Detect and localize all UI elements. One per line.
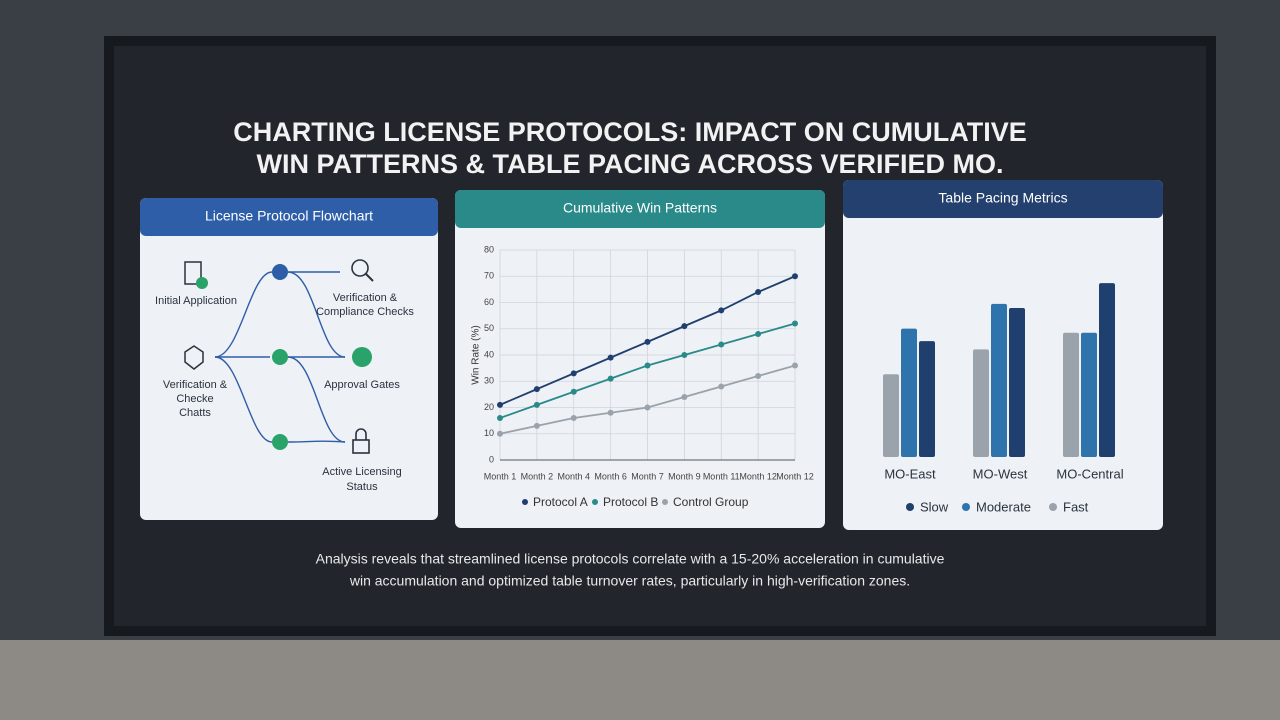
- legend-marker: [522, 499, 528, 505]
- y-axis-label: Win Rate (%): [471, 325, 482, 384]
- y-tick-label: 0: [489, 454, 494, 464]
- legend-label: Control Group: [673, 495, 749, 509]
- point: [644, 404, 651, 411]
- point: [792, 320, 798, 327]
- legend-marker: [662, 499, 668, 505]
- y-tick-label: 50: [484, 323, 494, 333]
- point: [718, 341, 725, 348]
- bar: [991, 303, 1007, 457]
- point: [755, 331, 762, 337]
- y-tick-label: 10: [484, 428, 494, 438]
- flow-node-label: Verification &: [333, 292, 398, 304]
- flow-node-label: Approval Gates: [324, 379, 400, 391]
- flow-node-label: Initial Application: [155, 295, 237, 307]
- point: [607, 375, 614, 382]
- flow-node-label: Status: [346, 481, 378, 493]
- y-tick-label: 40: [484, 349, 494, 359]
- legend-marker: [1049, 503, 1057, 511]
- point: [497, 430, 503, 437]
- panel-title: Table Pacing Metrics: [938, 190, 1067, 206]
- point: [607, 409, 614, 416]
- panel-header: [140, 198, 438, 236]
- point: [497, 415, 503, 421]
- flow-node-label: Compliance Checks: [316, 306, 414, 318]
- x-tick-label: Month 12: [739, 471, 777, 481]
- title-line: CHARTING LICENSE PROTOCOLS: IMPACT ON CU…: [233, 117, 1027, 147]
- y-tick-label: 60: [484, 297, 494, 307]
- panel-title: License Protocol Flowchart: [205, 208, 373, 224]
- legend-label: Slow: [920, 499, 949, 514]
- flow-node-label: Verification &: [163, 379, 228, 391]
- caption-line: win accumulation and optimized table tur…: [349, 573, 910, 589]
- x-tick-label: Month 4: [557, 471, 590, 481]
- y-tick-label: 80: [484, 244, 494, 254]
- panel-title: Cumulative Win Patterns: [563, 200, 717, 216]
- point: [533, 422, 540, 429]
- point: [755, 373, 762, 379]
- point: [570, 370, 577, 377]
- legend-marker: [906, 503, 914, 511]
- x-tick-label: MO-Central: [1056, 466, 1123, 481]
- bar: [1099, 283, 1115, 457]
- x-tick-label: Month 9: [668, 471, 701, 481]
- point: [607, 354, 614, 361]
- bar: [1063, 332, 1079, 457]
- legend-label: Moderate: [976, 499, 1031, 514]
- flow-node-label: Active Licensing: [322, 466, 402, 478]
- x-tick-label: Month 6: [594, 471, 627, 481]
- bar: [1009, 307, 1025, 457]
- y-tick-label: 70: [484, 271, 494, 281]
- x-tick-label: MO-West: [973, 466, 1028, 481]
- point: [792, 362, 798, 369]
- point: [718, 307, 725, 314]
- caption-line: Analysis reveals that streamlined licens…: [316, 551, 945, 567]
- bar: [883, 374, 899, 457]
- point: [533, 401, 540, 408]
- point: [681, 352, 688, 358]
- x-tick-label: MO-East: [884, 466, 936, 481]
- legend-marker: [962, 503, 970, 511]
- point: [570, 388, 577, 395]
- x-tick-label: Month 1: [484, 471, 517, 481]
- table: [0, 640, 1280, 720]
- x-tick-label: Month 7: [631, 471, 664, 481]
- bar: [919, 341, 935, 457]
- point: [755, 289, 762, 295]
- y-tick-label: 30: [484, 376, 494, 386]
- panel: [455, 190, 825, 528]
- legend-label: Protocol B: [603, 495, 658, 509]
- x-tick-label: Month 2: [521, 471, 554, 481]
- flow-node-label: Chatts: [179, 407, 211, 419]
- bar: [901, 328, 917, 457]
- bar: [1081, 332, 1097, 457]
- point: [718, 383, 725, 390]
- y-tick-label: 20: [484, 402, 494, 412]
- legend-marker: [592, 499, 598, 505]
- title-line: WIN PATTERNS & TABLE PACING ACROSS VERIF…: [256, 149, 1003, 179]
- flow-arrows: [214, 271, 346, 443]
- legend-label: Protocol A: [533, 495, 588, 509]
- flow-node-label: Checke: [176, 393, 213, 405]
- point: [570, 415, 577, 421]
- point: [792, 273, 798, 280]
- legend-label: Fast: [1063, 499, 1089, 514]
- flow-icons: [184, 259, 374, 454]
- panel-header: [455, 190, 825, 228]
- point: [681, 394, 688, 400]
- point: [681, 323, 688, 330]
- bar: [973, 349, 989, 457]
- panel-header: [843, 180, 1163, 218]
- point: [644, 362, 651, 369]
- x-tick-label: Month 12: [776, 471, 814, 481]
- x-tick-label: Month 11: [703, 471, 740, 481]
- point: [644, 338, 651, 345]
- point: [497, 401, 503, 408]
- point: [533, 386, 540, 393]
